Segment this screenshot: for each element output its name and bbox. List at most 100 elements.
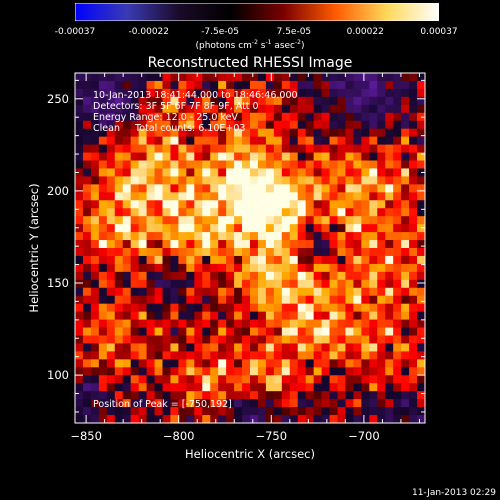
heatmap-cell xyxy=(409,303,418,313)
heatmap-cell xyxy=(417,399,426,408)
heatmap-cell xyxy=(210,216,219,225)
heatmap-cell xyxy=(297,351,307,360)
heatmap-cell xyxy=(82,120,92,130)
heatmap-cell xyxy=(146,295,155,305)
heatmap-cell xyxy=(194,176,203,185)
heatmap-cell xyxy=(305,399,315,408)
heatmap-cell xyxy=(75,399,84,408)
heatmap-cell xyxy=(273,152,283,161)
heatmap-cell xyxy=(257,168,267,177)
heatmap-cell xyxy=(162,184,171,193)
heatmap-cell xyxy=(337,96,346,106)
heatmap-cell xyxy=(154,263,163,273)
heatmap-cell xyxy=(106,104,116,114)
heatmap-cell xyxy=(257,383,267,392)
heatmap-cell xyxy=(226,351,235,360)
heatmap-cell xyxy=(361,335,370,344)
heatmap-cell xyxy=(250,359,259,368)
heatmap-cell xyxy=(273,104,283,114)
heatmap-cell xyxy=(202,208,211,217)
heatmap-cell xyxy=(90,224,100,233)
heatmap-cell xyxy=(106,375,116,384)
heatmap-cell xyxy=(257,200,267,209)
heatmap-cell xyxy=(194,152,203,161)
heatmap-cell xyxy=(305,216,315,225)
heatmap-cell xyxy=(273,208,283,217)
heatmap-cell xyxy=(361,152,370,161)
heatmap-cell xyxy=(154,248,163,257)
heatmap-cell xyxy=(393,287,402,297)
heatmap-cell xyxy=(242,271,251,281)
heatmap-cell xyxy=(186,144,195,153)
heatmap-cell xyxy=(265,168,275,177)
heatmap-cell xyxy=(250,351,259,360)
heatmap-cell xyxy=(194,120,203,130)
heatmap-cell xyxy=(154,343,163,352)
heatmap-cell xyxy=(281,73,291,82)
heatmap-cell xyxy=(273,399,283,408)
heatmap-cell xyxy=(273,73,283,82)
heatmap-cell xyxy=(226,391,235,400)
heatmap-cell xyxy=(265,152,275,161)
heatmap-cell xyxy=(369,73,378,82)
heatmap-cell xyxy=(417,224,426,233)
heatmap-cell xyxy=(409,295,418,305)
heatmap-cell xyxy=(281,359,291,368)
heatmap-cell xyxy=(329,263,338,273)
heatmap-cell xyxy=(218,367,227,376)
heatmap-cell xyxy=(194,271,203,281)
heatmap-cell xyxy=(202,415,211,424)
heatmap-cell xyxy=(114,73,124,82)
heatmap-cell xyxy=(257,271,267,281)
heatmap-cell xyxy=(218,351,227,360)
heatmap-cell xyxy=(265,88,275,98)
heatmap-cell xyxy=(242,88,251,98)
heatmap-cell xyxy=(162,96,171,106)
heatmap-cell xyxy=(289,152,299,161)
heatmap-cell xyxy=(218,216,227,225)
heatmap-cell xyxy=(146,351,155,360)
heatmap-cell xyxy=(313,327,322,336)
heatmap-cell xyxy=(106,192,116,201)
heatmap-cell xyxy=(369,216,378,225)
heatmap-cell xyxy=(250,248,259,257)
heatmap-cell xyxy=(178,88,187,98)
heatmap-cell xyxy=(162,415,171,424)
heatmap-cell xyxy=(393,80,402,90)
heatmap-cell xyxy=(122,255,132,265)
heatmap-cell xyxy=(75,73,84,82)
heatmap-cell xyxy=(202,327,211,336)
heatmap-cell xyxy=(162,168,171,177)
heatmap-cell xyxy=(202,192,211,201)
heatmap-cell xyxy=(345,319,354,328)
heatmap-cell xyxy=(194,240,203,249)
heatmap-cell xyxy=(329,168,338,177)
heatmap-cell xyxy=(122,224,132,233)
heatmap-cell xyxy=(265,112,275,122)
heatmap-cell xyxy=(297,279,307,289)
heatmap-cell xyxy=(305,208,315,217)
heatmap-cell xyxy=(297,343,307,352)
heatmap-cell xyxy=(186,248,195,257)
heatmap-cell xyxy=(250,128,259,138)
heatmap-cell xyxy=(75,152,84,161)
heatmap-cell xyxy=(138,136,147,145)
heatmap-cell xyxy=(305,375,315,384)
heatmap-cell xyxy=(337,168,346,177)
heatmap-cell xyxy=(369,120,378,130)
heatmap-cell xyxy=(82,391,92,400)
heatmap-cell xyxy=(321,335,330,344)
heatmap-cell xyxy=(337,192,346,201)
heatmap-cell xyxy=(146,391,155,400)
heatmap-cell xyxy=(353,192,362,201)
heatmap-cell xyxy=(122,367,132,376)
heatmap-cell xyxy=(122,128,132,138)
heatmap-cell xyxy=(289,383,299,392)
heatmap-cell xyxy=(130,335,140,344)
heatmap-cell xyxy=(170,73,179,82)
heatmap-cell xyxy=(345,152,354,161)
heatmap-cell xyxy=(106,80,116,90)
heatmap-cell xyxy=(385,248,394,257)
heatmap-cell xyxy=(329,80,338,90)
heatmap-cell xyxy=(345,391,354,400)
